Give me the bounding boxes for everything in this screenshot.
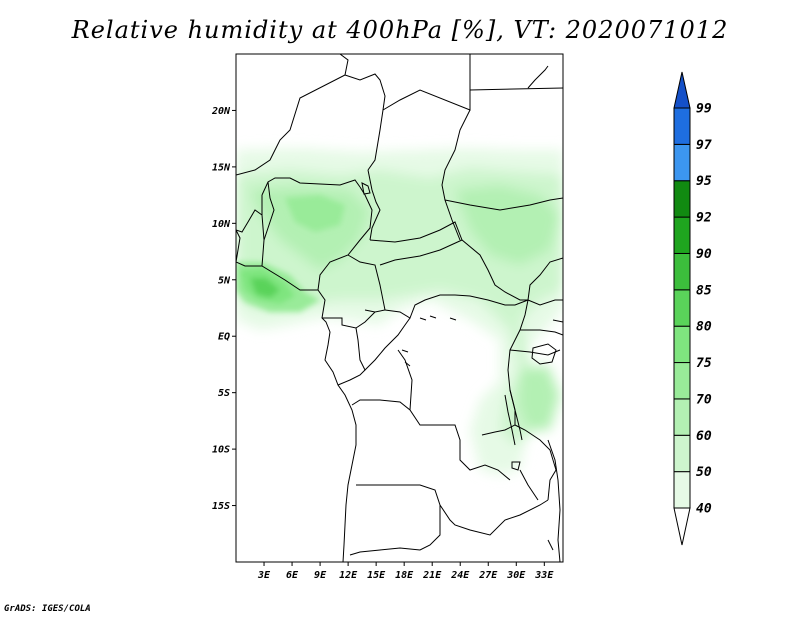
colorbar-label: 70 xyxy=(696,392,712,407)
colorbar-label: 40 xyxy=(696,502,712,517)
humidity-75-patch-nigeria xyxy=(285,195,345,232)
colorbar-label: 80 xyxy=(696,320,712,335)
colorbar-label: 60 xyxy=(696,429,712,444)
colorbar-segment xyxy=(673,471,691,509)
lon-tick-label: 30E xyxy=(506,570,526,581)
map-title: Relative humidity at 400hPa [%], VT: 202… xyxy=(71,16,729,44)
lon-tick-label: 18E xyxy=(395,570,414,581)
colorbar-label: 90 xyxy=(696,247,712,262)
lon-tick-label: 33E xyxy=(534,570,554,581)
colorbar: 40 50 60 70 75 80 85 90 92 95 97 99 xyxy=(673,71,712,546)
lon-tick-label: 3E xyxy=(257,570,271,581)
lat-tick-label: 10S xyxy=(212,445,230,456)
colorbar-label: 92 xyxy=(696,211,712,226)
lat-tick-label: EQ xyxy=(218,332,230,343)
lon-tick-label: 15E xyxy=(367,570,386,581)
colorbar-label: 85 xyxy=(696,283,712,298)
lat-tick-label: 5S xyxy=(218,388,230,399)
lat-tick-label: 10N xyxy=(212,219,231,230)
colorbar-label: 95 xyxy=(696,174,712,189)
colorbar-label: 99 xyxy=(696,102,712,117)
lat-tick-label: 5N xyxy=(218,275,231,286)
colorbar-label: 97 xyxy=(696,138,712,153)
colorbar-segment xyxy=(673,289,691,327)
colorbar-segment xyxy=(673,398,691,436)
longitude-axis: 3E 6E 9E 12E 15E 18E 21E 24E 27E 30E 33E xyxy=(257,562,554,581)
humidity-70-band-south xyxy=(518,365,560,430)
lat-tick-label: 15N xyxy=(212,162,231,173)
lon-tick-label: 6E xyxy=(286,570,299,581)
lon-tick-label: 24E xyxy=(450,570,470,581)
map-frame xyxy=(235,53,564,563)
colorbar-segment xyxy=(673,143,691,182)
lon-tick-label: 12E xyxy=(339,570,358,581)
grads-credit: GrADS: IGES/COLA xyxy=(4,604,91,614)
humidity-85-band xyxy=(250,278,280,298)
colorbar-segment xyxy=(673,325,691,364)
lon-tick-label: 21E xyxy=(422,570,442,581)
humidity-70-band-east xyxy=(455,185,560,265)
lon-tick-label: 27E xyxy=(478,570,498,581)
coastlines-and-borders xyxy=(236,54,563,562)
colorbar-segment xyxy=(673,362,691,400)
colorbar-top-arrow xyxy=(673,71,691,109)
colorbar-segment xyxy=(673,216,691,254)
lon-tick-label: 9E xyxy=(314,570,327,581)
colorbar-segment xyxy=(673,180,691,218)
lat-tick-label: 15S xyxy=(212,501,230,512)
colorbar-label: 75 xyxy=(696,356,712,371)
colorbar-bottom-arrow xyxy=(673,507,691,546)
lat-tick-label: 20N xyxy=(211,106,231,117)
colorbar-segment xyxy=(673,252,691,291)
colorbar-label: 50 xyxy=(696,465,712,480)
colorbar-segment xyxy=(673,434,691,473)
latitude-axis: 20N 15N 10N 5N EQ 5S 10S 15S xyxy=(211,106,236,512)
humidity-field xyxy=(236,148,563,475)
colorbar-segment xyxy=(673,107,691,145)
